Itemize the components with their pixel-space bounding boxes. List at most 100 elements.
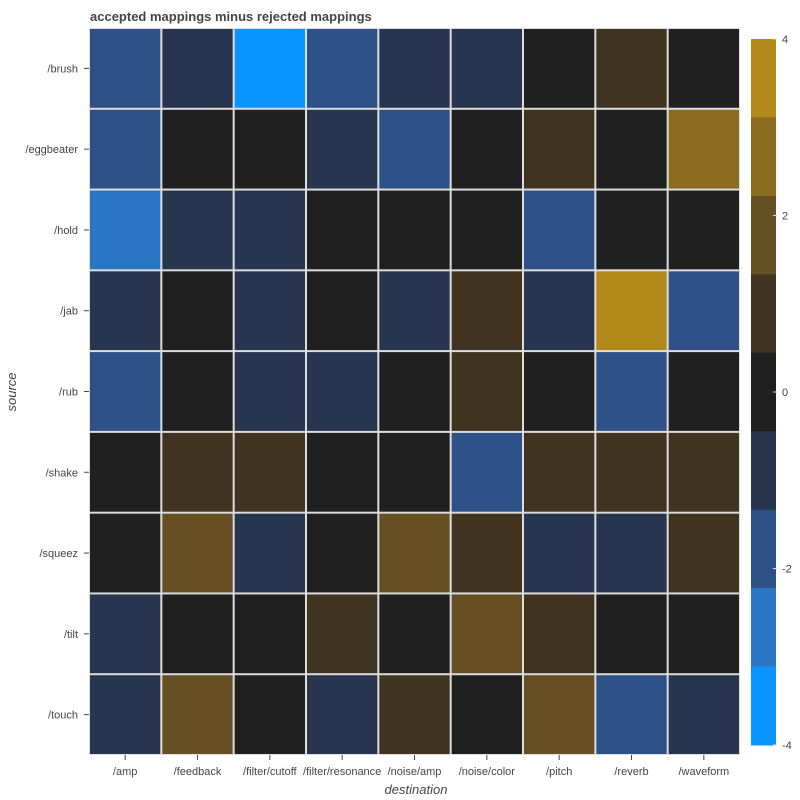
heatmap-cell bbox=[90, 513, 161, 593]
y-tick-label: /shake bbox=[46, 467, 78, 479]
x-tick-label: /amp bbox=[113, 766, 137, 778]
heatmap-cell bbox=[379, 513, 450, 593]
heatmap-cell bbox=[596, 352, 667, 431]
heatmap-cell bbox=[379, 271, 450, 351]
heatmap-cell bbox=[234, 432, 305, 512]
y-tick-label: /eggbeater bbox=[25, 144, 78, 156]
heatmap-cell bbox=[524, 675, 595, 754]
colorbar-tick-label: 2 bbox=[782, 211, 788, 223]
x-tick-label: /waveform bbox=[678, 766, 729, 778]
y-tick-label: /jab bbox=[60, 306, 78, 318]
y-tick-labels: /brush/eggbeater/hold/jab/rub/shake/sque… bbox=[25, 63, 89, 722]
heatmap-cell bbox=[162, 109, 233, 189]
heatmap-cell bbox=[234, 271, 305, 351]
heatmap-cell bbox=[162, 675, 233, 754]
heatmap-cell bbox=[451, 352, 522, 431]
heatmap-cell bbox=[234, 675, 305, 754]
y-tick-label: /brush bbox=[47, 63, 78, 75]
heatmap-cell bbox=[451, 190, 522, 270]
colorbar-tick-label: 4 bbox=[782, 34, 788, 46]
heatmap-cell bbox=[90, 109, 161, 189]
heatmap-cell bbox=[307, 675, 378, 754]
x-tick-label: /filter/cutoff bbox=[243, 766, 298, 778]
heatmap-cell bbox=[307, 190, 378, 270]
heatmap-cell bbox=[162, 271, 233, 351]
heatmap-cell bbox=[596, 675, 667, 754]
heatmap-cells bbox=[89, 28, 740, 755]
chart-title: accepted mappings minus rejected mapping… bbox=[90, 9, 372, 24]
heatmap-cell bbox=[524, 109, 595, 189]
heatmap-cell bbox=[668, 271, 739, 351]
heatmap-cell bbox=[668, 352, 739, 431]
heatmap-cell bbox=[162, 513, 233, 593]
heatmap-cell bbox=[596, 109, 667, 189]
heatmap-cell bbox=[451, 513, 522, 593]
heatmap-cell bbox=[668, 29, 739, 108]
heatmap-cell bbox=[162, 352, 233, 431]
colorbar-bin bbox=[751, 274, 776, 354]
colorbar: 4 2 0 -2 -4 bbox=[751, 34, 792, 752]
heatmap-cell bbox=[596, 271, 667, 351]
heatmap-cell bbox=[90, 190, 161, 270]
y-tick-label: /touch bbox=[48, 710, 78, 722]
heatmap-cell bbox=[524, 190, 595, 270]
heatmap-cell bbox=[524, 594, 595, 674]
heatmap-cell bbox=[307, 29, 378, 108]
heatmap-cell bbox=[234, 594, 305, 674]
x-tick-label: /filter/resonance bbox=[303, 766, 381, 778]
heatmap-cell bbox=[379, 594, 450, 674]
heatmap-cell bbox=[90, 594, 161, 674]
heatmap-cell bbox=[234, 29, 305, 108]
heatmap-cell bbox=[379, 352, 450, 431]
heatmap-cell bbox=[307, 109, 378, 189]
colorbar-bin bbox=[751, 39, 776, 118]
heatmap-cell bbox=[162, 190, 233, 270]
x-tick-label: /noise/color bbox=[459, 766, 516, 778]
colorbar-tick-label: -4 bbox=[782, 740, 792, 752]
heatmap-cell bbox=[596, 594, 667, 674]
y-tick-label: /tilt bbox=[64, 629, 78, 641]
heatmap-cell bbox=[524, 352, 595, 431]
colorbar-bin bbox=[751, 588, 776, 668]
heatmap-cell bbox=[668, 675, 739, 754]
heatmap-cell bbox=[451, 109, 522, 189]
heatmap-cell bbox=[234, 513, 305, 593]
colorbar-bin bbox=[751, 352, 776, 432]
heatmap-cell bbox=[90, 29, 161, 108]
y-tick-label: /hold bbox=[54, 225, 78, 237]
colorbar-tick-label: -2 bbox=[782, 564, 792, 576]
colorbar-bin bbox=[751, 195, 776, 275]
heatmap-cell bbox=[668, 109, 739, 189]
x-tick-label: /reverb bbox=[614, 766, 648, 778]
heatmap-cell bbox=[524, 513, 595, 593]
heatmap-cell bbox=[596, 432, 667, 512]
heatmap-cell bbox=[451, 675, 522, 754]
heatmap-cell bbox=[90, 675, 161, 754]
heatmap-cell bbox=[162, 594, 233, 674]
heatmap-cell bbox=[234, 352, 305, 431]
heatmap-cell bbox=[668, 513, 739, 593]
heatmap-cell bbox=[379, 190, 450, 270]
heatmap-cell bbox=[307, 352, 378, 431]
colorbar-bin bbox=[751, 431, 776, 511]
colorbar-bin bbox=[751, 117, 776, 197]
heatmap-cell bbox=[524, 29, 595, 108]
x-tick-labels: /amp/feedback/filter/cutoff/filter/reson… bbox=[113, 755, 729, 778]
y-tick-label: /rub bbox=[59, 387, 78, 399]
heatmap-cell bbox=[451, 432, 522, 512]
heatmap-cell bbox=[524, 432, 595, 512]
heatmap-cell bbox=[379, 109, 450, 189]
heatmap-cell bbox=[596, 29, 667, 108]
y-tick-label: /squeez bbox=[39, 548, 78, 560]
heatmap-cell bbox=[451, 29, 522, 108]
colorbar-bin bbox=[751, 666, 776, 746]
x-tick-label: /noise/amp bbox=[388, 766, 442, 778]
heatmap-cell bbox=[307, 432, 378, 512]
heatmap-cell bbox=[90, 271, 161, 351]
x-tick-label: /feedback bbox=[174, 766, 222, 778]
heatmap-cell bbox=[668, 432, 739, 512]
heatmap-cell bbox=[451, 271, 522, 351]
x-tick-label: /pitch bbox=[546, 766, 572, 778]
heatmap-cell bbox=[162, 432, 233, 512]
